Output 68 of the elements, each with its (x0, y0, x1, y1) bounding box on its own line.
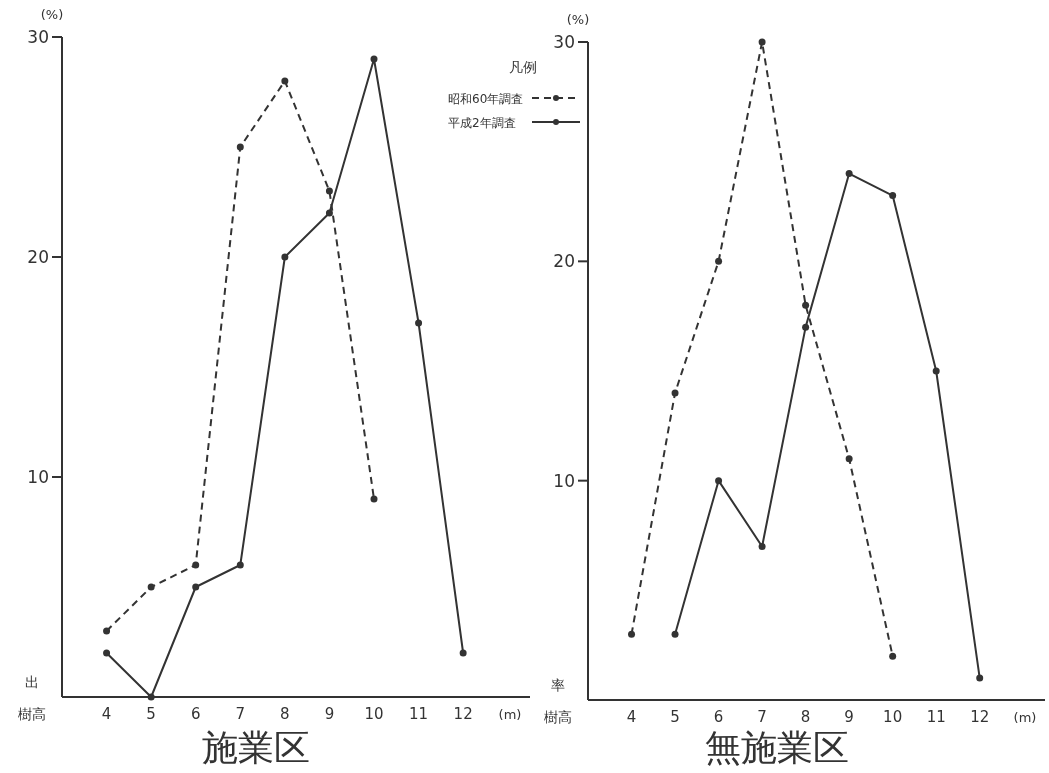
text: (m) (498, 707, 522, 722)
point (802, 323, 810, 331)
point (370, 495, 378, 503)
point (192, 561, 200, 569)
point (628, 630, 636, 638)
x-axis-title: 樹高 (18, 706, 46, 722)
point (932, 367, 940, 375)
x-tick-label: 12 (970, 708, 990, 726)
x-tick-label: 5 (670, 708, 680, 726)
point (325, 187, 333, 195)
x-tick-label: 12 (453, 705, 473, 723)
point (103, 627, 111, 635)
y-tick-label: 30 (27, 27, 49, 47)
text: 出 (25, 674, 39, 690)
point (415, 319, 423, 327)
point (147, 583, 155, 591)
x-tick-label: 9 (324, 705, 335, 723)
point (889, 192, 897, 200)
x-tick-label: 10 (364, 705, 384, 723)
point (715, 257, 723, 265)
point (845, 455, 853, 463)
y-tick-label: 10 (553, 470, 575, 491)
point (758, 542, 766, 550)
point (889, 652, 897, 660)
x-tick-label: 10 (883, 708, 903, 726)
x-tick-label: 4 (626, 708, 637, 726)
legend-label: 昭和60年調査 (448, 92, 524, 106)
point (370, 55, 378, 63)
x-tick-label: 11 (926, 708, 946, 726)
point (758, 38, 766, 46)
text: 施業区 (202, 727, 310, 768)
x-tick-label: 11 (409, 705, 429, 723)
point (236, 561, 244, 569)
legend-title: 凡例 (509, 59, 537, 75)
legend-label: 平成2年調査 (448, 116, 516, 130)
point (103, 649, 111, 657)
point (671, 630, 679, 638)
x-axis-title: 樹高 (544, 709, 572, 725)
x-tick-label: 9 (844, 708, 854, 726)
point (715, 477, 723, 485)
point (236, 143, 244, 151)
point (147, 693, 155, 701)
point (281, 77, 289, 85)
point (459, 649, 467, 657)
x-tick-label: 8 (280, 705, 290, 723)
x-tick-label: 5 (146, 705, 156, 723)
x-tick-label: 6 (190, 705, 201, 723)
y-tick-label: 30 (553, 32, 575, 52)
point (325, 209, 333, 217)
x-tick-label: 6 (713, 708, 724, 726)
point (976, 674, 984, 682)
y-axis-title: (%) (40, 7, 64, 22)
point (192, 583, 200, 591)
text: 率 (551, 677, 565, 693)
y-tick-label: 20 (27, 247, 49, 267)
point (281, 253, 289, 261)
x-tick-label: 8 (800, 708, 811, 726)
point (671, 389, 679, 397)
text: 無施業区 (704, 727, 849, 768)
point (845, 170, 853, 178)
x-tick-label: 7 (757, 708, 767, 726)
text: (m) (1013, 710, 1037, 725)
x-tick-label: 7 (235, 705, 246, 723)
y-tick-label: 20 (553, 251, 575, 272)
point (802, 301, 810, 309)
y-tick-label: 10 (27, 467, 49, 487)
x-tick-label: 4 (101, 705, 112, 723)
y-axis-title: (%) (566, 12, 590, 27)
